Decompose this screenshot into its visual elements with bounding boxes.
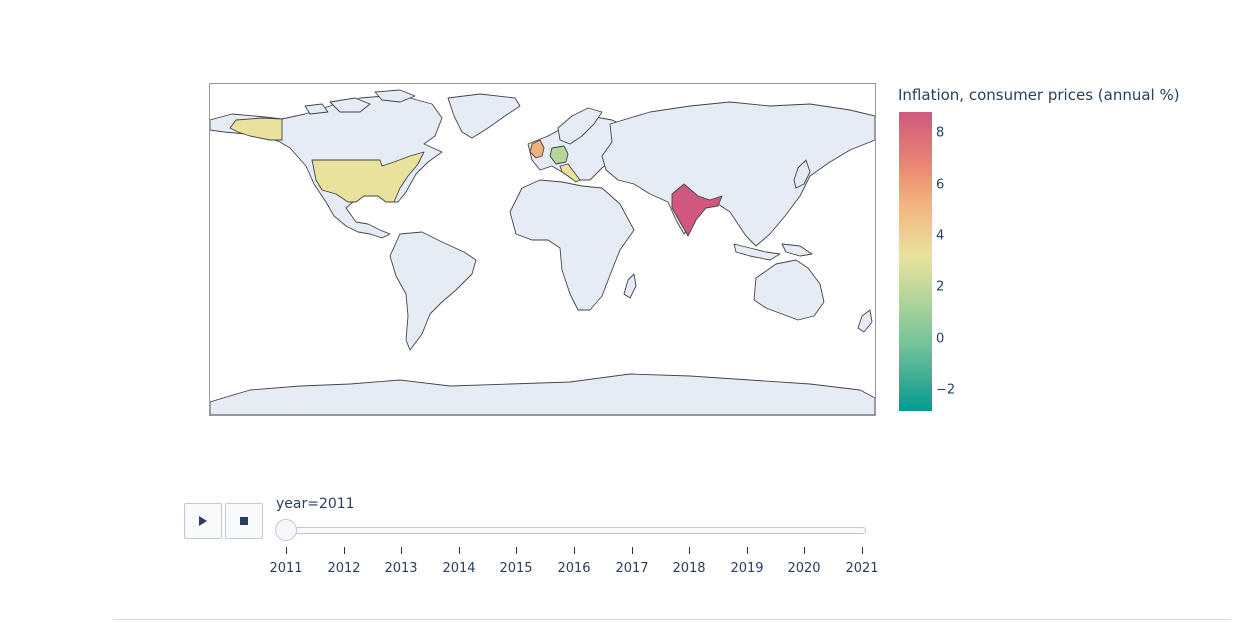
- slider-tick-label-2018[interactable]: 2018: [672, 561, 706, 576]
- land-africa: [509, 179, 635, 311]
- land-asia: [601, 101, 875, 247]
- slider-tick: [459, 547, 460, 554]
- land-new-zealand: [857, 309, 873, 333]
- country-usa[interactable]: [311, 151, 425, 203]
- slider-tick: [747, 547, 748, 554]
- country-germany[interactable]: [549, 145, 569, 165]
- country-italy[interactable]: [559, 163, 581, 183]
- stop-button[interactable]: [225, 503, 263, 539]
- slider-tick-label-2017[interactable]: 2017: [615, 561, 649, 576]
- slider-tick: [286, 547, 287, 554]
- land-greenland: [447, 93, 521, 139]
- colorbar-tick: 6: [936, 177, 945, 193]
- land-antarctica: [210, 373, 875, 415]
- slider-tick-label-2014[interactable]: 2014: [442, 561, 476, 576]
- divider: [113, 619, 1231, 620]
- play-button[interactable]: [184, 503, 222, 539]
- play-icon: [199, 516, 207, 526]
- colorbar-tick: 2: [936, 279, 945, 295]
- country-uk[interactable]: [529, 139, 545, 159]
- colorbar: [899, 112, 932, 411]
- land-scandinavia: [557, 107, 603, 145]
- land-australia: [753, 259, 825, 321]
- country-india[interactable]: [671, 183, 723, 237]
- slider-tick: [689, 547, 690, 554]
- slider-current-value: year=2011: [276, 496, 355, 512]
- colorbar-tick: 8: [936, 125, 945, 141]
- slider-tick: [804, 547, 805, 554]
- land-madagascar: [623, 273, 637, 299]
- colorbar-tick: 0: [936, 331, 945, 347]
- slider-tick-label-2020[interactable]: 2020: [787, 561, 821, 576]
- world-map[interactable]: [209, 83, 876, 416]
- slider-tick: [516, 547, 517, 554]
- slider-tick-label-2016[interactable]: 2016: [557, 561, 591, 576]
- land-south-america: [389, 231, 477, 351]
- choropleth-map[interactable]: [210, 84, 875, 415]
- slider-rail[interactable]: [277, 527, 866, 534]
- land-japan: [793, 159, 811, 189]
- slider-tick: [862, 547, 863, 554]
- land-arctic-islands: [304, 89, 416, 115]
- stop-icon: [240, 517, 248, 525]
- slider-tick-label-2015[interactable]: 2015: [499, 561, 533, 576]
- land-indonesia: [733, 243, 813, 261]
- slider-tick: [632, 547, 633, 554]
- colorbar-tick: −2: [936, 382, 956, 398]
- slider-tick-label-2012[interactable]: 2012: [327, 561, 361, 576]
- colorbar-title: Inflation, consumer prices (annual %): [898, 86, 1180, 104]
- slider-handle[interactable]: [275, 519, 297, 541]
- slider-tick: [574, 547, 575, 554]
- slider-tick: [344, 547, 345, 554]
- slider-tick-label-2019[interactable]: 2019: [730, 561, 764, 576]
- slider-tick-label-2013[interactable]: 2013: [384, 561, 418, 576]
- slider-tick: [401, 547, 402, 554]
- colorbar-tick: 4: [936, 228, 945, 244]
- slider-tick-label-2021[interactable]: 2021: [845, 561, 879, 576]
- country-alaska[interactable]: [229, 117, 283, 141]
- slider-tick-label-2011[interactable]: 2011: [269, 561, 303, 576]
